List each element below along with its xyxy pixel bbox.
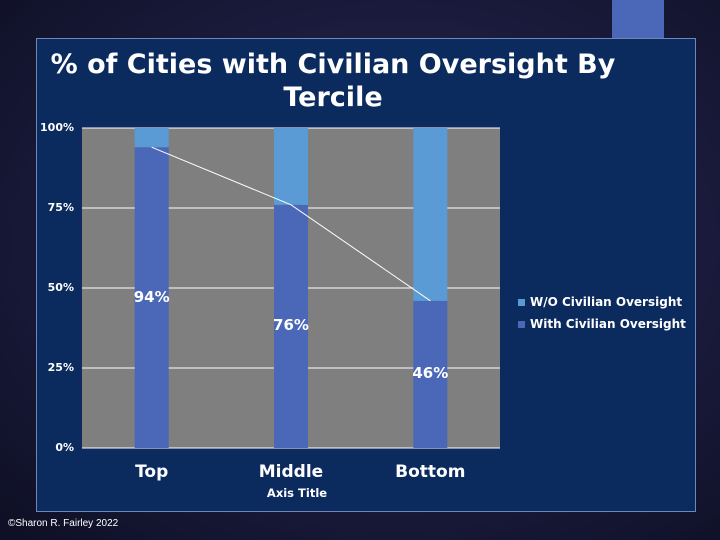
bar-data-label: 76% [273, 316, 309, 335]
bar-with-middle [274, 204, 308, 448]
x-axis-title: Axis Title [266, 486, 328, 500]
bar-data-label: 46% [412, 364, 449, 383]
bar-without-middle [274, 128, 308, 205]
bar-data-label: 94% [133, 287, 170, 306]
trend-line [151, 146, 431, 302]
copyright-text: ©Sharon R. Fairley 2022 [8, 518, 119, 529]
bar-without-bottom [413, 128, 448, 301]
bar-with-bottom [413, 300, 448, 448]
chart-title: % of Cities with Civilian Oversight By T… [50, 49, 616, 113]
bar-without-top [134, 128, 169, 148]
y-tick-label: 50% [47, 281, 74, 294]
legend-swatch-with-oversight [518, 320, 525, 328]
y-tick-label: 0% [55, 441, 74, 454]
x-category-label: Bottom [395, 462, 466, 482]
x-category-label: Top [135, 462, 169, 482]
legend-item-without-oversight: W/O Civilian Oversight [518, 295, 686, 309]
legend-label-with-oversight: With Civilian Oversight [530, 317, 686, 331]
x-category-label: Middle [258, 462, 324, 482]
y-tick-label: 75% [47, 201, 74, 214]
legend-swatch-without-oversight [518, 298, 525, 306]
bar-with-top [134, 147, 169, 448]
legend-label-without-oversight: W/O Civilian Oversight [530, 295, 683, 309]
y-tick-label: 100% [40, 121, 74, 134]
y-tick-label: 25% [47, 361, 74, 374]
legend-item-with-oversight: With Civilian Oversight [518, 317, 686, 331]
accent-square [612, 0, 664, 38]
legend: W/O Civilian Oversight With Civilian Ove… [518, 295, 686, 339]
